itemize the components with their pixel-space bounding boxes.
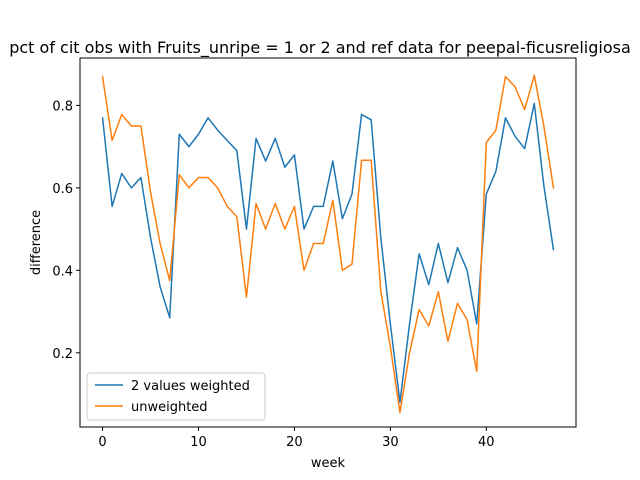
chart-title: pct of cit obs with Fruits_unripe = 1 or… — [9, 38, 631, 58]
x-tick-label: 20 — [286, 435, 303, 450]
x-tick-label: 40 — [478, 435, 495, 450]
x-tick-label: 30 — [382, 435, 399, 450]
x-tick-label: 10 — [190, 435, 207, 450]
series-line-unweighted — [101, 74, 555, 414]
y-tick-label: 0.8 — [52, 99, 73, 114]
x-tick-label: 0 — [98, 435, 106, 450]
series-line-weighted — [101, 102, 555, 404]
legend-box — [86, 372, 266, 421]
y-tick-label: 0.6 — [52, 182, 73, 197]
y-tick-label: 0.2 — [52, 347, 73, 362]
y-tick-label: 0.4 — [52, 264, 73, 279]
y-axis-label: difference — [29, 210, 44, 275]
x-axis-label: week — [311, 456, 346, 471]
legend: 2 values weighted unweighted — [86, 372, 266, 421]
plot-frame — [79, 57, 577, 428]
legend-label-weighted: 2 values weighted — [131, 379, 250, 394]
legend-label-unweighted: unweighted — [131, 400, 208, 415]
